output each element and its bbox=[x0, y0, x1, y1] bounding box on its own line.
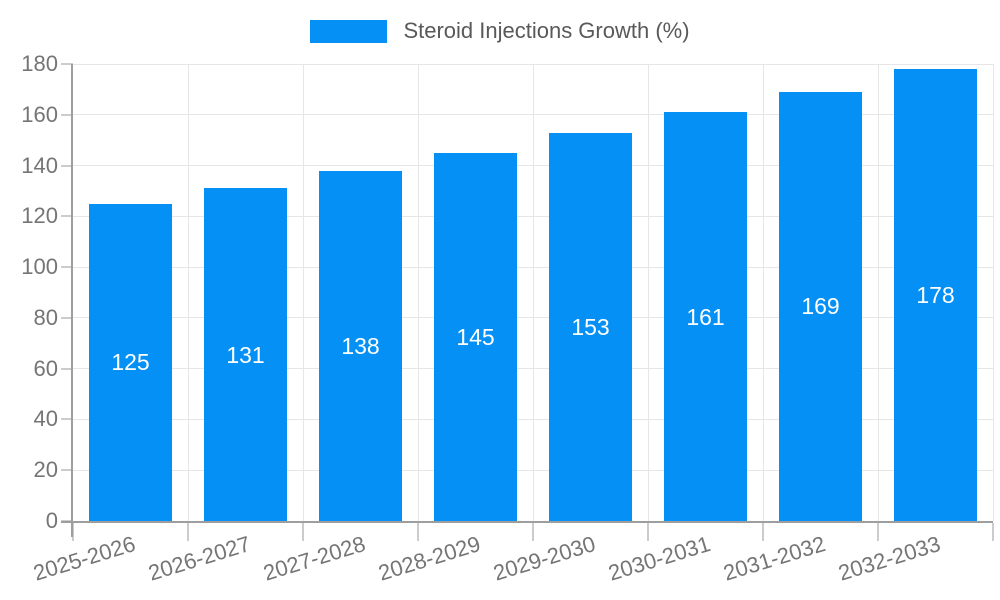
legend-swatch bbox=[310, 19, 388, 43]
y-axis-line bbox=[71, 64, 73, 537]
y-tick bbox=[61, 164, 73, 167]
y-axis-label: 160 bbox=[21, 101, 58, 127]
y-tick bbox=[61, 316, 73, 319]
y-axis-label: 180 bbox=[21, 51, 58, 76]
x-tick bbox=[417, 523, 419, 541]
bar[interactable] bbox=[434, 152, 517, 521]
gridline-v bbox=[302, 64, 304, 521]
bar[interactable] bbox=[779, 91, 862, 521]
bar[interactable] bbox=[204, 188, 287, 521]
legend[interactable]: Steroid Injections Growth (%) bbox=[0, 18, 1000, 44]
x-tick bbox=[992, 523, 994, 541]
y-tick bbox=[61, 367, 73, 370]
gridline-v bbox=[877, 64, 879, 521]
x-tick bbox=[302, 523, 304, 541]
gridline-v bbox=[647, 64, 649, 521]
bar-value-label: 178 bbox=[916, 282, 955, 309]
y-axis-label: 60 bbox=[33, 355, 58, 381]
bar-value-label: 153 bbox=[571, 313, 610, 340]
y-axis-label: 0 bbox=[45, 508, 58, 533]
y-tick bbox=[61, 113, 73, 116]
x-tick bbox=[647, 523, 649, 541]
y-tick bbox=[61, 63, 73, 65]
y-tick bbox=[61, 469, 73, 472]
bar-value-label: 161 bbox=[686, 303, 725, 330]
y-tick bbox=[61, 215, 73, 218]
gridline-v bbox=[417, 64, 419, 521]
gridline-v bbox=[532, 64, 534, 521]
y-axis-label: 140 bbox=[21, 152, 58, 178]
x-tick bbox=[532, 523, 534, 541]
y-tick bbox=[61, 266, 73, 269]
y-axis-label: 40 bbox=[33, 406, 58, 432]
bar-value-label: 131 bbox=[226, 341, 265, 368]
bar[interactable] bbox=[894, 69, 977, 521]
x-tick bbox=[72, 523, 74, 541]
bar[interactable] bbox=[664, 112, 747, 521]
bar[interactable] bbox=[319, 170, 402, 521]
bar[interactable] bbox=[549, 132, 632, 521]
bar-value-label: 125 bbox=[111, 349, 150, 376]
bar-value-label: 138 bbox=[341, 332, 380, 359]
y-axis-label: 20 bbox=[33, 457, 58, 483]
x-tick bbox=[187, 523, 189, 541]
y-axis-label: 120 bbox=[21, 203, 58, 229]
gridline-v bbox=[992, 64, 994, 521]
bar-value-label: 169 bbox=[801, 293, 840, 320]
bar-value-label: 145 bbox=[456, 323, 495, 350]
gridline-v bbox=[187, 64, 189, 521]
bar[interactable] bbox=[89, 203, 172, 521]
x-tick bbox=[762, 523, 764, 541]
y-tick bbox=[61, 418, 73, 421]
y-axis-label: 80 bbox=[33, 304, 58, 330]
gridline-v bbox=[762, 64, 764, 521]
y-axis-label: 100 bbox=[21, 254, 58, 280]
x-tick bbox=[877, 523, 879, 541]
x-axis-line bbox=[61, 521, 993, 523]
legend-label: Steroid Injections Growth (%) bbox=[403, 18, 690, 43]
